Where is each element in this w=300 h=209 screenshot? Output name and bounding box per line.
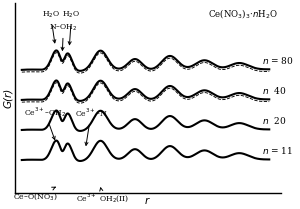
Y-axis label: G(r): G(r) bbox=[4, 88, 14, 108]
Text: H$_2$O: H$_2$O bbox=[62, 10, 81, 45]
X-axis label: $r$: $r$ bbox=[144, 195, 151, 205]
Text: $n$ = 11: $n$ = 11 bbox=[262, 145, 293, 156]
Text: $n$  20: $n$ 20 bbox=[262, 115, 287, 126]
Text: Ce$^{3+}$–N: Ce$^{3+}$–N bbox=[75, 107, 108, 145]
Text: N–OH$_2$: N–OH$_2$ bbox=[49, 22, 78, 50]
Text: Ce(NO$_3$)$_3{\cdot}n$H$_2$O: Ce(NO$_3$)$_3{\cdot}n$H$_2$O bbox=[208, 7, 278, 20]
Text: H$_2$O: H$_2$O bbox=[42, 10, 60, 43]
Text: $n$  40: $n$ 40 bbox=[262, 85, 287, 96]
Text: Ce$^{3+}$–OH$_2$: Ce$^{3+}$–OH$_2$ bbox=[24, 105, 66, 140]
Text: Ce$^{3+}$ OH$_2$(II): Ce$^{3+}$ OH$_2$(II) bbox=[76, 188, 129, 205]
Text: $n$ = 80: $n$ = 80 bbox=[262, 55, 294, 66]
Text: Ce–O(NO$_3$): Ce–O(NO$_3$) bbox=[14, 187, 58, 202]
